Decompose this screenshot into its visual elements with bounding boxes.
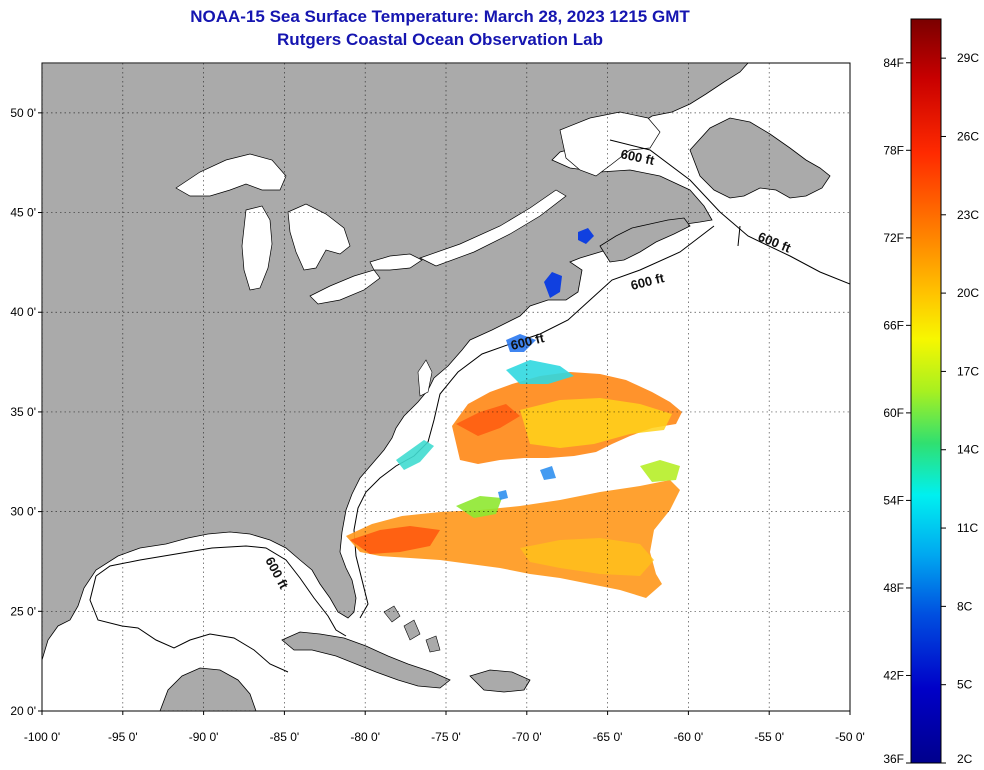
colorbar-c-label: 2C [957, 752, 973, 766]
cuba-land [281, 631, 451, 689]
lon-tick-label: -65 0' [593, 730, 623, 744]
colorbar-c-label: 14C [957, 443, 979, 457]
sst-cyan-coast [396, 440, 434, 470]
lat-tick-label: 25 0' [10, 604, 36, 618]
chart-title: NOAA-15 Sea Surface Temperature: March 2… [190, 7, 690, 26]
lon-tick-label: -60 0' [674, 730, 704, 744]
sst-green-patch [456, 496, 502, 518]
lon-tick-label: -80 0' [350, 730, 380, 744]
colorbar-celsius-labels: 29C 26C 23C 20C 17C 14C 11C 8C 5C 2C [941, 51, 979, 766]
colorbar-f-label: 42F [883, 668, 904, 682]
temperature-colorbar [910, 18, 942, 764]
sst-red-north [456, 404, 520, 436]
contour-label: 600 ft [619, 146, 656, 168]
chart-subtitle: Rutgers Coastal Ocean Observation Lab [277, 30, 603, 49]
colorbar-f-label: 36F [883, 752, 904, 766]
colorbar-f-label: 60F [883, 406, 904, 420]
sst-blue-shelf [506, 334, 536, 352]
sst-red-core [350, 526, 440, 554]
lat-tick-label: 45 0' [10, 206, 36, 220]
lon-tick-label: -55 0' [754, 730, 784, 744]
bahamas-land [383, 605, 441, 653]
lon-tick-label: -95 0' [108, 730, 138, 744]
lat-tick-label: 35 0' [10, 405, 36, 419]
colorbar-f-label: 84F [883, 56, 904, 70]
colorbar-c-label: 20C [957, 286, 979, 300]
colorbar-c-label: 29C [957, 51, 979, 65]
lake-ontario [369, 253, 423, 271]
sst-blue-gom-1 [544, 272, 562, 298]
yucatan-land [159, 667, 257, 711]
colorbar-c-label: 17C [957, 364, 979, 378]
lon-tick-label: -100 0' [24, 730, 60, 744]
sst-green-patch-2 [640, 460, 680, 482]
lon-tick-label: -50 0' [835, 730, 865, 744]
latitude-ticks: 50 0' 45 0' 40 0' 35 0' 30 0' 25 0' 20 0' [10, 106, 42, 718]
lake-huron [287, 203, 351, 271]
colorbar-c-label: 11C [957, 521, 978, 535]
colorbar-c-label: 8C [957, 599, 973, 613]
colorbar-f-label: 48F [883, 581, 904, 595]
lat-tick-label: 50 0' [10, 106, 36, 120]
lon-tick-label: -75 0' [431, 730, 461, 744]
lat-tick-label: 40 0' [10, 305, 36, 319]
colorbar-f-label: 72F [883, 231, 904, 245]
sst-cyan-patch [506, 360, 574, 384]
sst-blue-gom-2 [578, 228, 594, 244]
colorbar-c-label: 5C [957, 678, 973, 692]
colorbar-c-label: 23C [957, 208, 979, 222]
colorbar-fahrenheit-labels: 84F 78F 72F 66F 60F 54F 48F 42F 36F [883, 56, 911, 766]
longitude-ticks: -100 0' -95 0' -90 0' -85 0' -80 0' -75 0' -70… [24, 711, 865, 744]
lon-tick-label: -90 0' [189, 730, 219, 744]
map-grid [41, 63, 851, 712]
colorbar-c-label: 26C [957, 129, 979, 143]
colorbar-f-label: 66F [883, 318, 904, 332]
lat-tick-label: 20 0' [10, 704, 36, 718]
lake-erie [309, 269, 381, 305]
lake-michigan [241, 205, 273, 291]
lat-tick-label: 30 0' [10, 505, 36, 519]
colorbar-f-label: 78F [883, 143, 904, 157]
lon-tick-label: -85 0' [270, 730, 300, 744]
lon-tick-label: -70 0' [512, 730, 542, 744]
sst-overlay [346, 228, 682, 598]
sst-yellow-band [520, 398, 672, 448]
colorbar-f-label: 54F [883, 493, 904, 507]
newfoundland-land [689, 117, 831, 199]
nova-scotia-land [599, 217, 691, 263]
st-lawrence-river [419, 189, 567, 267]
sst-south-yellow [520, 538, 654, 576]
sst-blue-bits [498, 466, 556, 500]
chesapeake-bay [417, 359, 433, 397]
